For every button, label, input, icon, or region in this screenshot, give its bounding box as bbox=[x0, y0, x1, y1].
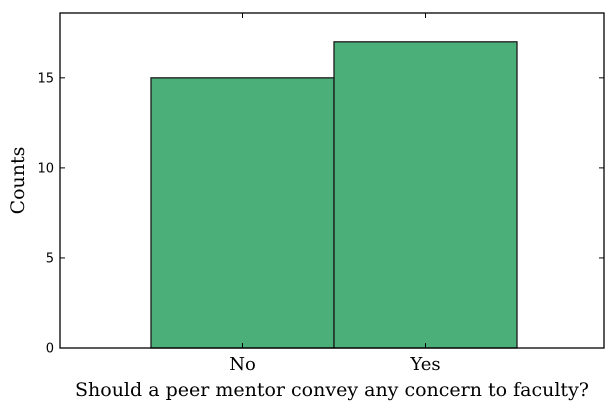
plot-frame bbox=[59, 12, 605, 349]
y-tick-label: 10 bbox=[37, 161, 54, 176]
x-tick-label: Yes bbox=[409, 354, 440, 375]
bars-group bbox=[150, 41, 518, 349]
y-axis-title: Counts bbox=[7, 147, 29, 215]
bar-no bbox=[150, 77, 335, 349]
y-tick-label: 0 bbox=[46, 342, 54, 357]
x-axis: No Yes bbox=[229, 13, 441, 375]
y-axis: 0 5 10 15 bbox=[37, 71, 604, 357]
x-tick-label: No bbox=[229, 354, 256, 375]
y-tick-label: 15 bbox=[37, 71, 54, 86]
bar-yes bbox=[333, 41, 518, 349]
y-tick-label: 5 bbox=[46, 251, 54, 266]
x-axis-title: Should a peer mentor convey any concern … bbox=[75, 379, 589, 401]
